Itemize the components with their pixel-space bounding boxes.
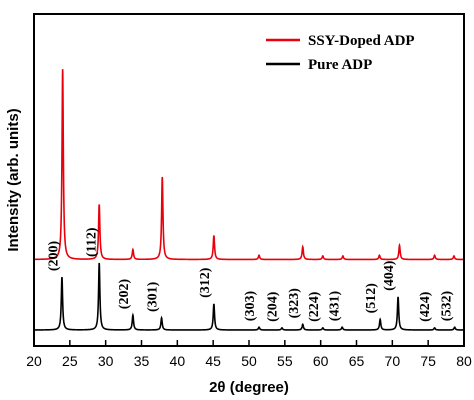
plot-lines [34,69,464,331]
peak-label-312: (312) [198,267,213,298]
y-axis-title: Intensity (arb. units) [5,108,22,251]
x-tick-label-60: 60 [313,353,329,369]
peak-label-112: (112) [85,227,100,257]
x-tick-label-30: 30 [98,353,114,369]
x-axis-title: 2θ (degree) [209,379,289,396]
legend: SSY-Doped ADP Pure ADP [266,33,415,73]
legend-label-ssy-doped: SSY-Doped ADP [308,33,415,49]
peak-label-404: (404) [382,260,397,291]
series-line-ssy-doped [34,69,464,261]
x-tick-label-25: 25 [62,353,78,369]
x-tick-label-40: 40 [170,353,186,369]
x-tick-label-80: 80 [456,353,472,369]
x-tick-label-20: 20 [26,353,42,369]
peak-labels: (200) (112) (202) (301) (312) (303) (204) (323)… [47,227,455,322]
peak-label-512: (512) [364,283,379,314]
peak-label-202: (202) [117,279,132,310]
x-tick-label-35: 35 [134,353,150,369]
peak-label-301: (301) [146,281,161,312]
peak-label-303: (303) [243,291,258,322]
x-tick-label-55: 55 [277,353,293,369]
peak-label-200: (200) [47,240,62,271]
peak-label-532: (532) [439,291,454,322]
peak-label-224: (224) [307,291,322,322]
peak-label-323: (323) [287,288,302,319]
x-tick-label-50: 50 [241,353,257,369]
x-tick-label-45: 45 [205,353,221,369]
x-tick-label-70: 70 [385,353,401,369]
peak-label-204: (204) [265,291,280,322]
x-axis-ticks: 20 25 30 35 40 45 50 55 60 65 70 75 80 [26,340,472,369]
x-tick-label-75: 75 [420,353,436,369]
x-tick-label-65: 65 [349,353,365,369]
legend-label-pure: Pure ADP [308,57,372,73]
peak-label-431: (431) [328,291,343,322]
peak-label-424: (424) [418,291,433,322]
series-line-pure [34,262,464,331]
